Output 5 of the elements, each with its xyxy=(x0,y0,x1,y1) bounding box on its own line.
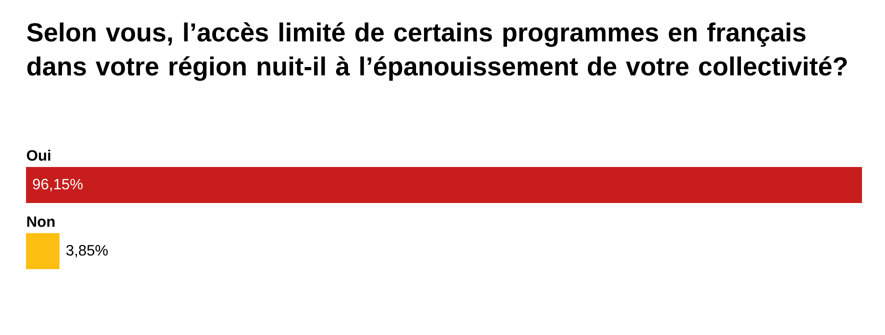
y-tick-label: Oui xyxy=(26,150,50,161)
chart-title: Selon vous, l’accès limité de certains programmes en français dans votre région nuit-il à l’épanouissement de votre collectivité? xyxy=(27,22,847,81)
data-label: 3,85% xyxy=(66,244,108,258)
data-label: 96,15% xyxy=(32,178,83,192)
y-tick-label: Non xyxy=(27,216,55,227)
